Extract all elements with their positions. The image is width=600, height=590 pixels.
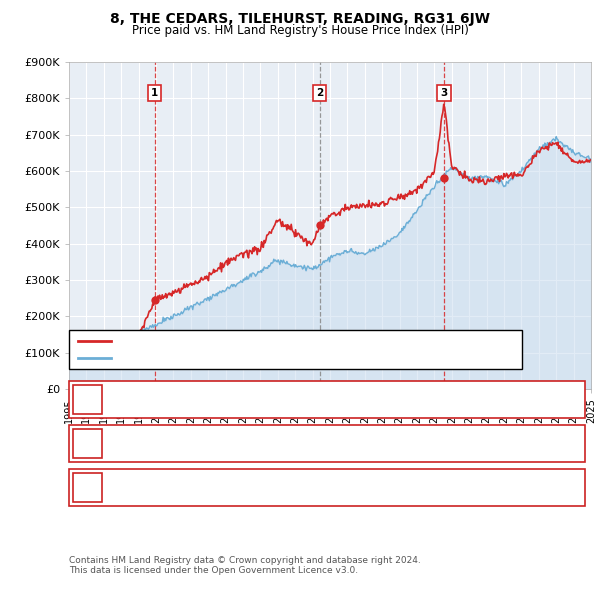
Text: 32% ↑ HPI: 32% ↑ HPI [434, 437, 496, 450]
Text: 1: 1 [151, 88, 158, 98]
Text: 4% ↓ HPI: 4% ↓ HPI [437, 481, 493, 494]
Text: 1: 1 [83, 392, 92, 406]
Text: 8, THE CEDARS, TILEHURST, READING, RG31 6JW: 8, THE CEDARS, TILEHURST, READING, RG31 … [110, 12, 490, 26]
Text: 2: 2 [316, 88, 323, 98]
Text: 3: 3 [83, 481, 92, 494]
Text: 3: 3 [440, 88, 448, 98]
Text: 8, THE CEDARS, TILEHURST, READING, RG31 6JW (detached house): 8, THE CEDARS, TILEHURST, READING, RG31 … [117, 336, 467, 346]
Text: Price paid vs. HM Land Registry's House Price Index (HPI): Price paid vs. HM Land Registry's House … [131, 24, 469, 37]
Text: Contains HM Land Registry data © Crown copyright and database right 2024.
This d: Contains HM Land Registry data © Crown c… [69, 556, 421, 575]
Text: £580,000: £580,000 [305, 481, 361, 494]
Text: 13% ↑ HPI: 13% ↑ HPI [434, 392, 496, 406]
Text: 22-JUL-2016: 22-JUL-2016 [147, 481, 219, 494]
Text: 04-JUN-2009: 04-JUN-2009 [146, 437, 220, 450]
Text: 08-DEC-1999: 08-DEC-1999 [144, 392, 222, 406]
Text: £450,000: £450,000 [305, 437, 361, 450]
Text: 2: 2 [83, 437, 92, 450]
Text: HPI: Average price, detached house, Reading: HPI: Average price, detached house, Read… [117, 353, 352, 363]
Text: £245,000: £245,000 [305, 392, 361, 406]
